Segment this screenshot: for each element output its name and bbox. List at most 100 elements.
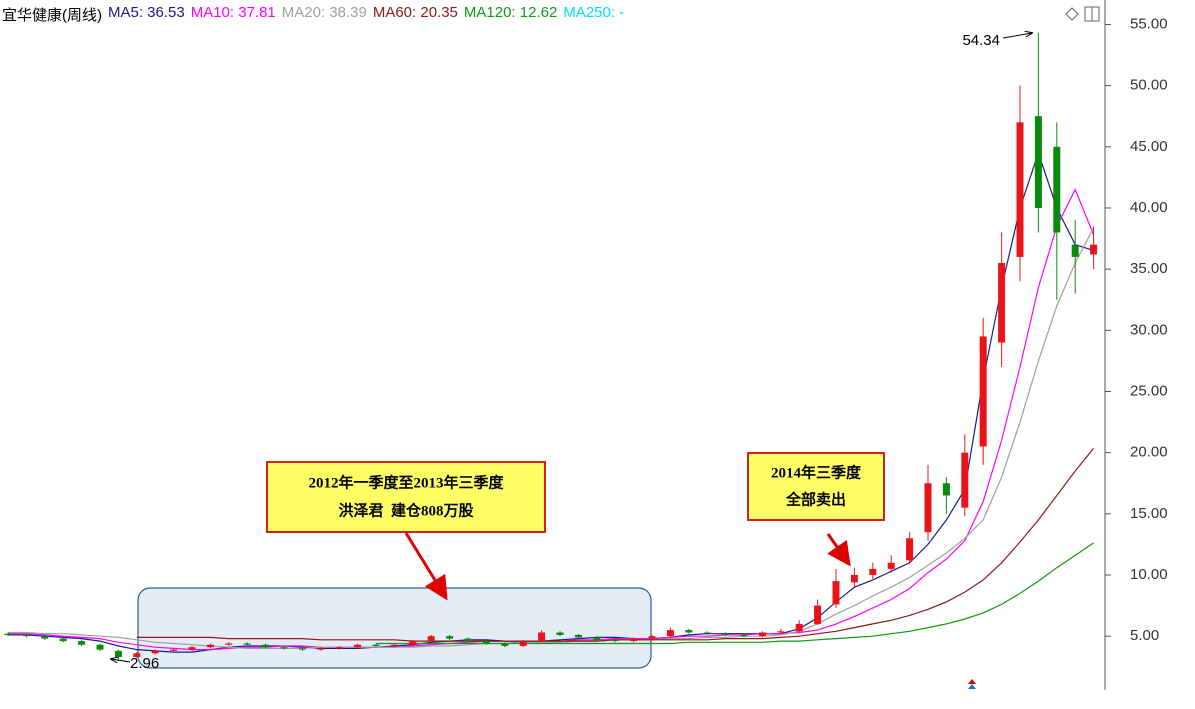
icon-diamond[interactable] [1065, 7, 1079, 21]
candle-body [170, 649, 178, 651]
legend: 宜华健康(周线) MA5: 36.53 MA10: 37.81 MA20: 38.3… [2, 4, 624, 25]
y-tick-label: 15.00 [1130, 505, 1168, 522]
candle-body [262, 644, 270, 648]
candle-body [538, 632, 546, 642]
candle-body [446, 636, 454, 639]
candle-body [317, 648, 325, 650]
candle-body [280, 647, 288, 649]
note-arrow [404, 532, 448, 601]
note-text: 2012年一季度至2013年三季度 [308, 473, 504, 491]
note-1: 2012年一季度至2013年三季度 洪泽君 建仓808万股 [266, 461, 546, 601]
note-text: 全部卖出 [785, 490, 846, 508]
candle-body [832, 581, 840, 605]
ma-line [376, 542, 1094, 645]
candle-body [924, 483, 932, 533]
y-tick-label: 25.00 [1130, 382, 1168, 399]
candle-body [114, 650, 122, 657]
candle-body [961, 452, 969, 508]
candle-body [409, 641, 417, 645]
note-2: 2014年三季度 全部卖出 [747, 452, 885, 567]
plot-area [4, 32, 1098, 662]
candle-body [298, 648, 306, 650]
legend-item: MA5: 36.53 [108, 4, 185, 21]
y-tick-label: 30.00 [1130, 321, 1168, 338]
candle-body [611, 639, 619, 642]
candle-body [1090, 244, 1098, 255]
y-tick-label: 50.00 [1130, 77, 1168, 94]
candle-body [96, 644, 104, 650]
candle-body [574, 634, 582, 638]
candle-body [22, 634, 30, 637]
candle-body [151, 650, 159, 654]
candle-body [850, 575, 858, 583]
candle-body [1034, 116, 1042, 208]
candle-body [758, 632, 766, 637]
candle-body [648, 636, 656, 639]
candle-body [666, 630, 674, 637]
candle-body [685, 630, 693, 633]
candle-body [814, 605, 822, 624]
candle-body [906, 538, 914, 561]
note-text: 洪泽君 建仓808万股 [338, 501, 474, 519]
candle-body [1053, 146, 1061, 233]
candle-body [78, 641, 86, 645]
candle-body [243, 643, 251, 645]
y-tick-label: 45.00 [1130, 138, 1168, 155]
candle-body [777, 631, 785, 633]
event-marker [968, 684, 976, 689]
candle-body [979, 336, 987, 447]
candle-body [722, 633, 730, 635]
legend-item: MA10: 37.81 [190, 4, 276, 21]
candle-body [703, 632, 711, 634]
candle-body [556, 632, 564, 635]
candle-body [998, 263, 1006, 343]
y-tick-label: 10.00 [1130, 566, 1168, 583]
y-tick-label: 55.00 [1130, 15, 1168, 32]
candle-body [519, 641, 527, 646]
highlight-region [137, 587, 652, 669]
ma-line [8, 151, 1094, 653]
candle-body [593, 637, 601, 640]
candle-body [1016, 122, 1024, 257]
high-label: 54.34 [962, 32, 1000, 49]
candle-body [4, 633, 12, 635]
candle-body [942, 483, 950, 496]
candle-body [482, 641, 490, 644]
candle-body [59, 638, 67, 642]
y-tick-label: 20.00 [1130, 444, 1168, 461]
candle-body [740, 634, 748, 637]
candle-body [41, 636, 49, 639]
candle-body [630, 638, 638, 642]
ma-line [8, 188, 1095, 651]
candle-body [335, 647, 343, 649]
y-tick-label: 40.00 [1130, 199, 1168, 216]
candle-body [372, 644, 380, 646]
legend-item: MA250: - [563, 4, 625, 21]
note-arrow [826, 533, 851, 567]
candle-body [225, 643, 233, 645]
low-arrow [111, 659, 131, 662]
candle-body [869, 568, 877, 575]
candle-body [501, 643, 509, 646]
candle-body [795, 623, 803, 632]
candle-body [206, 644, 214, 648]
legend-item: MA120: 12.62 [463, 4, 558, 21]
y-tick-label: 35.00 [1130, 260, 1168, 277]
event-marker-up [968, 679, 976, 684]
note-box [266, 461, 546, 533]
high-arrow [1002, 33, 1032, 39]
ma-line [8, 227, 1095, 649]
candle-body [188, 647, 196, 650]
candle-body [427, 636, 435, 642]
y-tick-label: 5.00 [1130, 627, 1159, 644]
note-box [747, 452, 885, 521]
candle-body [133, 653, 141, 657]
candle-body [390, 644, 398, 646]
candle-body [887, 562, 895, 569]
note-text: 2014年三季度 [771, 463, 862, 481]
legend-item: MA20: 38.39 [281, 4, 367, 21]
legend-item: MA60: 20.35 [372, 4, 458, 21]
candle-body [354, 644, 362, 648]
